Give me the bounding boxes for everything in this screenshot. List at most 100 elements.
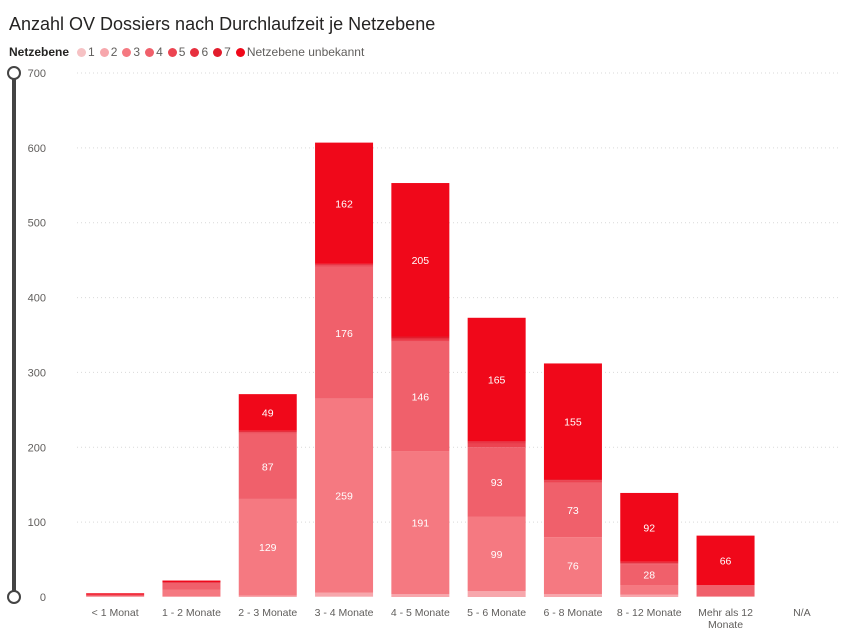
- bar-segment[interactable]: [315, 265, 374, 267]
- bar-segment[interactable]: [620, 594, 679, 597]
- data-label: 165: [488, 375, 506, 387]
- x-tick-label: N/A: [793, 607, 811, 619]
- bar-segment[interactable]: [162, 582, 221, 583]
- legend-title: Netzebene: [9, 45, 70, 59]
- bar-segment[interactable]: [391, 183, 450, 337]
- y-tick-label: 600: [28, 143, 46, 155]
- bar-segment[interactable]: [162, 580, 221, 583]
- bar-segment[interactable]: [86, 596, 145, 597]
- y-tick-label: 700: [28, 68, 46, 80]
- data-label: 49: [262, 407, 274, 419]
- bar-segment[interactable]: [238, 433, 297, 499]
- legend-label: 4: [156, 45, 163, 59]
- bar-segment[interactable]: [467, 447, 526, 517]
- bar-segment[interactable]: [315, 142, 374, 264]
- bar-segment[interactable]: [238, 595, 297, 597]
- data-label: 66: [720, 555, 732, 567]
- bar-segment[interactable]: [315, 398, 374, 593]
- bar-segment[interactable]: [391, 337, 450, 340]
- bar-segment[interactable]: [696, 535, 755, 586]
- legend-label: Netzebene unbekannt: [246, 45, 365, 59]
- legend-marker-icon: [235, 47, 245, 57]
- legend-item[interactable]: 1: [77, 45, 95, 59]
- x-tick-label: 2 - 3 Monate: [238, 607, 297, 619]
- legend-label: 2: [110, 45, 118, 59]
- x-tick-label: 3 - 4 Monate: [315, 607, 374, 619]
- bar-segment[interactable]: [696, 585, 755, 597]
- y-tick-label: 0: [40, 592, 46, 604]
- legend-item[interactable]: 3: [122, 45, 140, 59]
- bar-segment[interactable]: [391, 594, 450, 597]
- data-label: 87: [262, 461, 274, 473]
- bar-segment[interactable]: [620, 585, 679, 595]
- bar-segment[interactable]: [315, 264, 374, 266]
- bar-segment[interactable]: [696, 596, 755, 597]
- bar-segment[interactable]: [543, 479, 602, 481]
- data-label: 155: [564, 416, 582, 428]
- bar-segment[interactable]: [391, 339, 450, 342]
- bar-segment[interactable]: [467, 442, 526, 444]
- bar-segment[interactable]: [543, 594, 602, 597]
- bar-segment[interactable]: [543, 480, 602, 481]
- x-tick-label: < 1 Monat: [92, 607, 139, 619]
- bar-segment[interactable]: [238, 498, 297, 596]
- legend-label: 3: [133, 45, 141, 59]
- legend-marker-icon: [77, 47, 87, 57]
- legend-marker-icon: [99, 47, 109, 57]
- data-label: 129: [259, 542, 277, 554]
- legend-label: 7: [224, 45, 231, 59]
- legend-item[interactable]: Netzebene unbekannt: [235, 45, 365, 59]
- bar-segment[interactable]: [391, 451, 450, 595]
- bar-segment[interactable]: [467, 516, 526, 592]
- legend-item[interactable]: 4: [145, 45, 163, 59]
- bar-segment[interactable]: [620, 564, 679, 586]
- bar-segment[interactable]: [543, 482, 602, 538]
- y-tick-label: 200: [28, 442, 46, 454]
- bar-segment[interactable]: [86, 594, 145, 597]
- bar-segment[interactable]: [238, 394, 297, 431]
- legend-item[interactable]: 7: [213, 45, 231, 59]
- data-label: 28: [643, 570, 655, 582]
- bar-segment[interactable]: [543, 537, 602, 595]
- data-label: 146: [412, 391, 430, 403]
- bar-segment[interactable]: [238, 432, 297, 434]
- bar-segment[interactable]: [162, 589, 221, 597]
- data-label: 99: [491, 549, 503, 561]
- bar-segment[interactable]: [162, 582, 221, 590]
- bar-segment[interactable]: [315, 596, 374, 597]
- bar-segment[interactable]: [620, 492, 679, 562]
- bar-segment[interactable]: [467, 591, 526, 597]
- bar-segment[interactable]: [543, 480, 602, 483]
- bar-segment[interactable]: [543, 363, 602, 480]
- bar-segment[interactable]: [315, 592, 374, 597]
- bar-segment[interactable]: [315, 266, 374, 399]
- bar-segment[interactable]: [391, 341, 450, 452]
- bar-segment[interactable]: [238, 430, 297, 432]
- bar-segment[interactable]: [238, 431, 297, 433]
- zoom-slider-handle-bottom[interactable]: [7, 590, 21, 604]
- legend-item[interactable]: 6: [190, 45, 208, 59]
- data-label: 73: [567, 505, 579, 517]
- bar-segment[interactable]: [315, 263, 374, 265]
- zoom-slider-handle-top[interactable]: [7, 66, 21, 80]
- legend-label: 6: [201, 45, 209, 59]
- data-label: 76: [567, 561, 579, 573]
- legend-item[interactable]: 2: [99, 45, 118, 59]
- legend-item[interactable]: 5: [167, 45, 185, 59]
- data-label: 93: [491, 477, 503, 489]
- legend-marker-icon: [122, 47, 132, 57]
- legend-marker-icon: [213, 47, 223, 57]
- y-tick-label: 300: [28, 367, 46, 379]
- bar-segment[interactable]: [467, 441, 526, 443]
- bar-segment[interactable]: [620, 563, 679, 565]
- bar-segment[interactable]: [467, 317, 526, 442]
- bar-segment[interactable]: [86, 593, 145, 595]
- bar-segment[interactable]: [391, 336, 450, 338]
- bar-segment[interactable]: [162, 596, 221, 597]
- chart-title: Anzahl OV Dossiers nach Durchlaufzeit je…: [9, 14, 436, 34]
- bar-segment[interactable]: [467, 443, 526, 448]
- bar-segment[interactable]: [620, 561, 679, 563]
- bar-segment[interactable]: [620, 562, 679, 564]
- data-label: 176: [335, 328, 353, 340]
